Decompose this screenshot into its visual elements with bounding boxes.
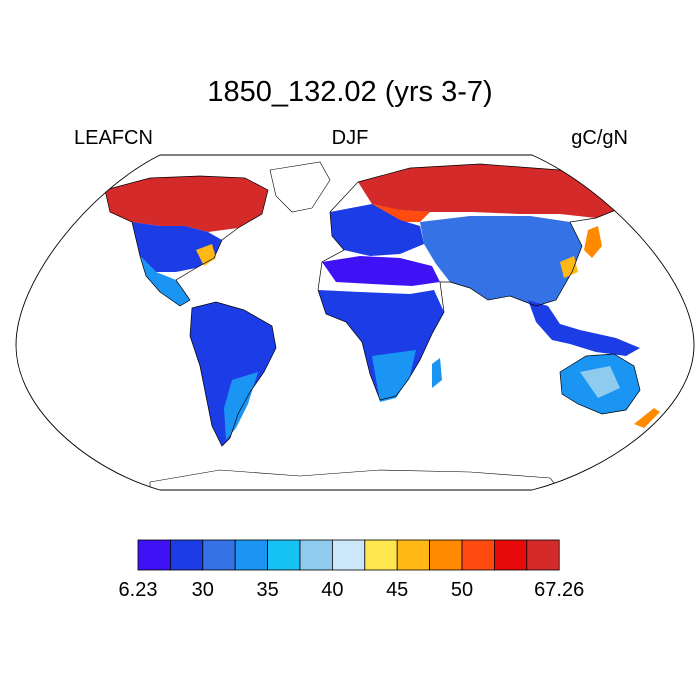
japan: [584, 226, 602, 258]
colorbar-box: [429, 539, 463, 571]
colorbar-tick-label: 45: [386, 579, 408, 601]
madagascar: [432, 358, 442, 388]
antarctica: [149, 469, 561, 490]
colorbar-box: [234, 539, 268, 571]
south-america: [190, 302, 276, 446]
variable-label: LEAFCN: [74, 127, 153, 149]
europe: [330, 204, 424, 256]
colorbar-box: [396, 539, 431, 571]
australia-interior: [580, 366, 620, 398]
colorbar-tick-label: 6.23: [119, 579, 158, 601]
southeast-asia: [528, 300, 640, 356]
colorbar-box: [299, 539, 333, 571]
colorbar-box: [267, 539, 301, 571]
greenland: [269, 161, 331, 213]
africa-south: [372, 350, 416, 402]
north-america-cold: [105, 176, 268, 232]
north-america-warm: [196, 244, 216, 266]
plot-title: 1850_132.02 (yrs 3-7): [207, 76, 493, 108]
globe-border: [15, 154, 695, 491]
colorbar-box: [169, 539, 204, 571]
south-america-south: [224, 372, 258, 440]
colorbar-box: [493, 539, 528, 571]
eurasia-cold: [358, 164, 616, 218]
colorbar-box: [137, 539, 171, 571]
colorbar-box: [202, 539, 236, 571]
colorbar-tick-label: 30: [192, 579, 214, 601]
colorbar-tick-label: 40: [321, 579, 343, 601]
north-america-temperate: [132, 222, 222, 272]
season-label: DJF: [331, 127, 369, 149]
colorbar-box: [364, 539, 398, 571]
colorbar-tick-label: 35: [256, 579, 278, 601]
colorbar-tick-label: 50: [451, 579, 473, 601]
asia-temperate: [420, 216, 582, 306]
colorbar-box: [461, 539, 495, 571]
colorbar-box: [526, 539, 560, 571]
colorbar-tick-label: 67.26: [534, 579, 584, 601]
east-asia-warm: [560, 256, 578, 278]
north-africa: [322, 256, 440, 286]
colorbar-box: [331, 539, 366, 571]
new-zealand: [634, 408, 660, 428]
central-america: [140, 256, 190, 306]
units-label: gC/gN: [571, 127, 628, 149]
